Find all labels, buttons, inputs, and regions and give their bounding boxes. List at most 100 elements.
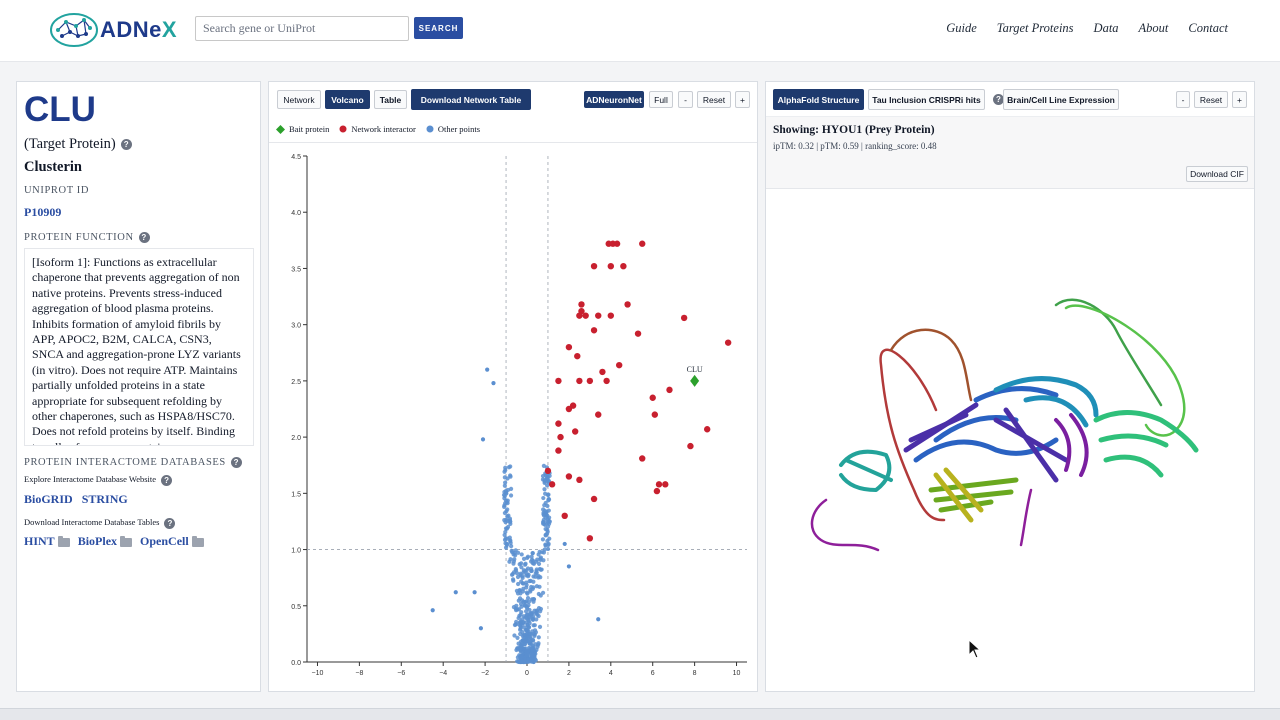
zoom-in-button[interactable]: + bbox=[1232, 91, 1247, 108]
other-point bbox=[516, 581, 521, 587]
other-point bbox=[545, 503, 550, 509]
other-point bbox=[503, 465, 508, 470]
other-point bbox=[518, 601, 524, 607]
other-point bbox=[507, 559, 512, 564]
tab-network[interactable]: Network bbox=[277, 90, 321, 109]
network-interactor-point bbox=[590, 262, 598, 270]
other-point bbox=[542, 521, 547, 527]
zoom-out-button[interactable]: - bbox=[678, 91, 693, 108]
red-dot-icon bbox=[339, 125, 347, 133]
network-interactor-point bbox=[613, 240, 621, 247]
network-interactor-point bbox=[569, 402, 577, 409]
download-cif-button[interactable]: Download CIF bbox=[1186, 166, 1248, 182]
network-interactor-point bbox=[555, 447, 562, 454]
other-point bbox=[528, 639, 533, 644]
other-point bbox=[502, 483, 507, 488]
other-point bbox=[528, 587, 533, 593]
blue-dot-icon bbox=[426, 125, 434, 133]
nav-data[interactable]: Data bbox=[1093, 21, 1119, 35]
help-icon[interactable]: ? bbox=[993, 94, 1004, 105]
full-button[interactable]: Full bbox=[649, 91, 673, 108]
string-link[interactable]: STRING bbox=[81, 492, 128, 506]
other-point bbox=[527, 631, 533, 636]
search-input[interactable] bbox=[195, 16, 409, 41]
other-point bbox=[522, 625, 528, 631]
other-point bbox=[521, 556, 527, 561]
tab-alphafold-structure[interactable]: AlphaFold Structure bbox=[773, 89, 864, 110]
hint-download-link[interactable]: HINT bbox=[24, 534, 70, 549]
protein-name: Clusterin bbox=[24, 159, 82, 175]
tab-volcano[interactable]: Volcano bbox=[325, 90, 370, 109]
tab-brain-cell-expression[interactable]: Brain/Cell Line Expression bbox=[1003, 89, 1119, 110]
legend-bait: Bait protein bbox=[276, 124, 329, 134]
y-tick-label: 1.0 bbox=[291, 548, 301, 555]
reset-button[interactable]: Reset bbox=[1194, 91, 1228, 108]
network-interactor-point bbox=[649, 394, 656, 401]
network-interactor-point bbox=[634, 330, 642, 337]
network-interactor-point bbox=[595, 312, 602, 319]
search-button[interactable]: SEARCH bbox=[414, 17, 463, 39]
other-point bbox=[562, 541, 567, 547]
other-point bbox=[525, 591, 530, 596]
protein-structure-viewer[interactable] bbox=[766, 190, 1254, 690]
other-point bbox=[502, 489, 507, 495]
adneuronnet-button[interactable]: ADNeuronNet bbox=[584, 91, 644, 108]
volcano-plot[interactable]: 0.0 0.5 1.0 1.5 2.0 2.5 3.0 3.5 4.0 4.5 −10 −8 −6 −4 −… bbox=[269, 144, 757, 691]
top-header: ADNeX SEARCH Guide Target Proteins Data … bbox=[0, 0, 1280, 62]
x-tick-label: 2 bbox=[567, 670, 571, 677]
other-point bbox=[502, 510, 508, 516]
y-tick-label: 0.5 bbox=[291, 604, 301, 611]
help-icon[interactable]: ? bbox=[164, 517, 176, 529]
other-point bbox=[485, 367, 490, 372]
other-point bbox=[518, 647, 523, 652]
structure-panel: AlphaFold Structure Tau Inclusion CRISPR… bbox=[765, 81, 1255, 692]
y-tick-label: 0.0 bbox=[291, 660, 301, 667]
other-point bbox=[541, 558, 546, 563]
nav-target-proteins[interactable]: Target Proteins bbox=[996, 21, 1074, 35]
reset-button[interactable]: Reset bbox=[697, 91, 731, 108]
network-interactor-point bbox=[574, 352, 581, 360]
y-tick-label: 3.0 bbox=[291, 323, 301, 330]
tab-table[interactable]: Table bbox=[374, 90, 407, 109]
other-point bbox=[534, 608, 539, 613]
other-point bbox=[472, 590, 477, 595]
network-interactor-point bbox=[576, 476, 583, 484]
network-interactor-point bbox=[544, 467, 552, 475]
site-logo-text[interactable]: ADNeX bbox=[100, 17, 178, 42]
other-point bbox=[536, 641, 541, 646]
other-point bbox=[531, 646, 536, 652]
nav-guide[interactable]: Guide bbox=[946, 21, 977, 35]
brain-network-logo-icon[interactable] bbox=[48, 10, 178, 50]
protein-info-panel: CLU (Target Protein)? Clusterin UNIPROT … bbox=[16, 81, 261, 692]
other-point bbox=[540, 590, 546, 595]
download-network-table-button[interactable]: Download Network Table bbox=[411, 89, 531, 110]
uniprot-id-link[interactable]: P10909 bbox=[24, 205, 62, 219]
other-point bbox=[510, 577, 516, 582]
help-icon[interactable]: ? bbox=[161, 474, 173, 486]
zoom-in-button[interactable]: + bbox=[735, 91, 750, 108]
biogrid-link[interactable]: BioGRID bbox=[24, 492, 73, 506]
nav-about[interactable]: About bbox=[1138, 21, 1169, 35]
other-point bbox=[503, 526, 509, 531]
other-point bbox=[534, 567, 539, 572]
help-icon[interactable]: ? bbox=[120, 139, 132, 151]
explore-label: Explore Interactome Database Website? bbox=[24, 474, 173, 486]
help-icon[interactable]: ? bbox=[230, 457, 242, 469]
other-point bbox=[502, 469, 507, 474]
nav-contact[interactable]: Contact bbox=[1188, 21, 1228, 35]
zoom-out-button[interactable]: - bbox=[1176, 91, 1190, 108]
mouse-cursor-icon bbox=[968, 639, 982, 659]
bait-point bbox=[690, 374, 700, 387]
help-icon[interactable]: ? bbox=[138, 232, 150, 244]
protein-function-text[interactable]: [Isoform 1]: Functions as extracellular … bbox=[24, 248, 254, 446]
x-tick-label: −2 bbox=[481, 670, 489, 677]
other-point bbox=[543, 526, 548, 532]
network-interactor-point bbox=[565, 343, 573, 351]
uniprot-label: UNIPROT ID bbox=[24, 185, 90, 196]
bioplex-download-link[interactable]: BioPlex bbox=[78, 534, 133, 549]
opencell-download-link[interactable]: OpenCell bbox=[140, 534, 204, 549]
network-interactor-point bbox=[662, 481, 669, 488]
tab-tau-crispri[interactable]: Tau Inclusion CRISPRi hits bbox=[868, 89, 985, 110]
network-interactor-point bbox=[565, 473, 573, 480]
other-point bbox=[520, 598, 525, 603]
